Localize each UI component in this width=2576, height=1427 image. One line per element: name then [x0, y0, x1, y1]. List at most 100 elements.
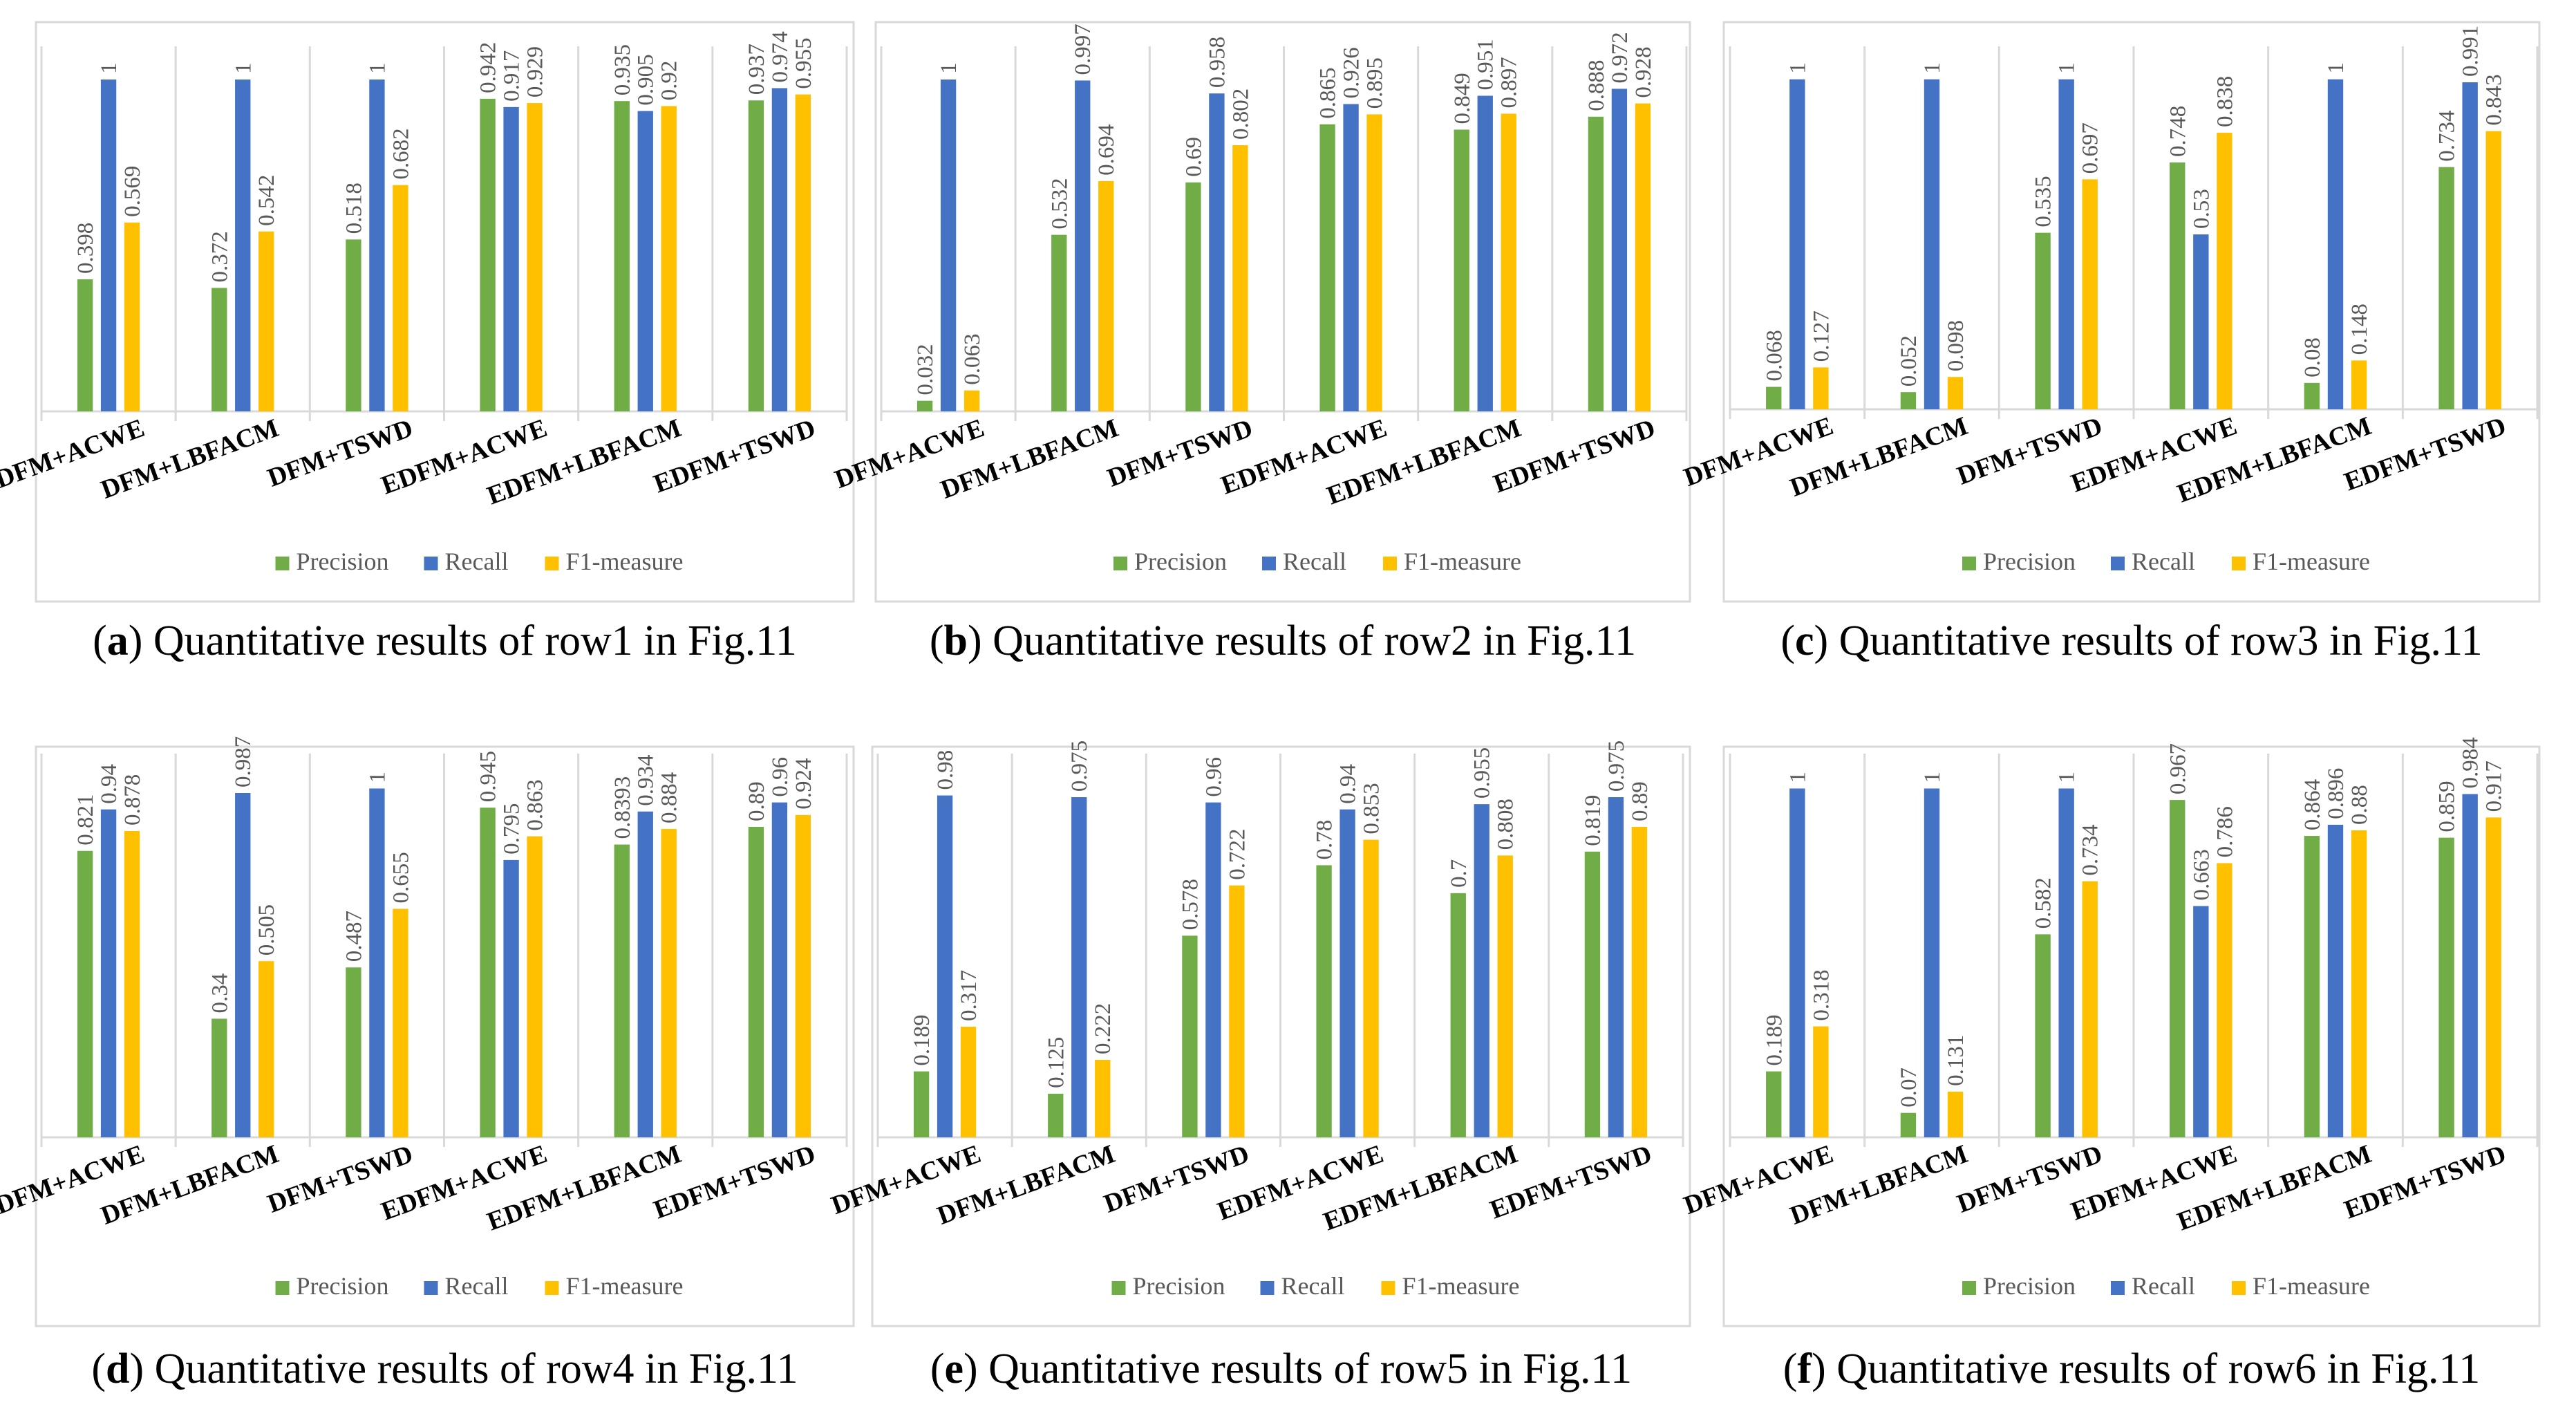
data-label: 0.032	[913, 344, 938, 395]
bar-f1-measure	[795, 94, 811, 411]
data-label: 0.997	[1071, 24, 1096, 75]
bar-recall	[1343, 104, 1359, 411]
data-label: 0.682	[388, 128, 413, 179]
data-label: 0.945	[476, 751, 501, 802]
data-label: 0.96	[768, 757, 793, 797]
legend-label: Recall	[445, 548, 509, 575]
legend-label: Precision	[1133, 1272, 1225, 1300]
bar-precision	[480, 808, 496, 1137]
bar-f1-measure	[1229, 885, 1245, 1137]
bar-recall	[2058, 79, 2074, 410]
data-label: 0.189	[910, 1014, 934, 1065]
caption-paren-open: (	[930, 1345, 945, 1392]
data-label: 0.663	[2189, 849, 2214, 900]
data-label: 0.808	[1494, 799, 1519, 850]
data-label: 0.955	[791, 37, 816, 88]
data-label: 0.88	[2347, 785, 2372, 825]
bar-precision	[77, 279, 93, 411]
caption-text: Quantitative results of row1 in Fig.11	[153, 617, 797, 664]
data-label: 0.734	[2078, 824, 2103, 875]
chart-panel-b: 0.03210.063DFM+ACWE0.5320.9970.694DFM+LB…	[831, 21, 1691, 664]
data-label: 0.951	[1474, 39, 1498, 90]
data-label: 0.917	[2482, 761, 2507, 812]
data-label: 0.819	[1581, 795, 1606, 846]
data-label: 1	[1785, 62, 1810, 74]
bar-f1-measure	[2485, 131, 2501, 409]
caption-letter: e	[944, 1345, 963, 1392]
bar-f1-measure	[1813, 367, 1829, 409]
caption-paren-close: )	[1814, 617, 1839, 664]
bar-f1-measure	[2082, 881, 2098, 1137]
bar-precision	[1051, 234, 1067, 411]
bar-recall	[1611, 88, 1628, 411]
data-label: 0.505	[254, 904, 279, 955]
caption-letter: d	[106, 1345, 129, 1392]
caption-paren-open: (	[1780, 617, 1795, 664]
data-label: 0.53	[2189, 189, 2214, 229]
legend-swatch	[1262, 557, 1276, 570]
bar-recall	[100, 809, 117, 1137]
data-label: 0.878	[120, 774, 145, 826]
data-label: 0.518	[341, 183, 366, 234]
chart-panel-d: 0.8210.940.878DFM+ACWE0.340.9870.505DFM+…	[0, 736, 855, 1392]
data-label: 0.748	[2165, 106, 2190, 157]
bar-recall	[2327, 79, 2344, 410]
caption-text: Quantitative results of row4 in Fig.11	[155, 1345, 798, 1392]
data-label: 0.697	[2078, 122, 2103, 174]
data-label: 0.991	[2459, 26, 2483, 77]
legend-label: F1-measure	[1402, 1272, 1520, 1300]
data-label: 0.884	[657, 772, 682, 823]
data-label: 0.942	[476, 42, 501, 93]
bar-recall	[100, 80, 117, 411]
bar-f1-measure	[527, 103, 543, 411]
chart-panel-e: 0.1890.980.317DFM+ACWE0.1250.9750.222DFM…	[827, 740, 1691, 1392]
bar-recall	[771, 88, 788, 411]
legend-swatch	[424, 557, 438, 570]
data-label: 0.94	[97, 764, 122, 804]
bar-recall	[637, 811, 653, 1137]
panel-caption: (d) Quantitative results of row4 in Fig.…	[91, 1345, 798, 1392]
data-label: 0.655	[388, 852, 413, 903]
legend-swatch	[545, 1281, 559, 1295]
caption-paren-close: )	[1812, 1345, 1836, 1392]
bar-precision	[77, 850, 93, 1137]
bar-f1-measure	[1631, 826, 1648, 1137]
data-label: 1	[231, 63, 256, 75]
legend-swatch	[1383, 557, 1397, 570]
caption-paren-open: (	[91, 1345, 106, 1392]
data-label: 0.795	[500, 803, 525, 855]
bar-f1-measure	[1947, 1091, 1964, 1137]
bar-precision	[614, 101, 630, 411]
bar-recall	[2193, 906, 2209, 1137]
legend-swatch	[275, 1281, 290, 1295]
legend-label: F1-measure	[2253, 1272, 2370, 1300]
bar-recall	[771, 802, 788, 1137]
bar-recall	[2058, 788, 2074, 1137]
legend-swatch	[1111, 1281, 1126, 1295]
data-label: 0.853	[1360, 783, 1384, 834]
bar-recall	[1789, 79, 1805, 410]
bar-recall	[503, 859, 519, 1137]
bar-precision	[2035, 232, 2051, 409]
bar-precision	[1319, 124, 1335, 412]
bar-precision	[1316, 865, 1332, 1137]
data-label: 0.127	[1809, 310, 1834, 362]
data-label: 1	[2055, 772, 2080, 783]
data-label: 0.888	[1584, 60, 1609, 111]
data-label: 0.865	[1316, 68, 1341, 119]
data-label: 0.843	[2482, 74, 2507, 125]
data-label: 0.802	[1228, 88, 1253, 140]
caption-paren-open: (	[930, 617, 944, 664]
data-label: 0.148	[2347, 304, 2372, 355]
data-label: 0.928	[1631, 46, 1656, 97]
legend-label: Precision	[1983, 548, 2076, 575]
data-label: 0.984	[2459, 737, 2483, 788]
data-label: 0.7	[1447, 859, 1472, 888]
bar-recall	[235, 80, 251, 411]
caption-paren-open: (	[1783, 1345, 1798, 1392]
caption-text: Quantitative results of row5 in Fig.11	[988, 1345, 1632, 1392]
bar-f1-measure	[1232, 145, 1248, 412]
data-label: 0.786	[2212, 806, 2237, 857]
data-label: 0.929	[523, 46, 548, 97]
data-label: 0.398	[73, 223, 98, 274]
